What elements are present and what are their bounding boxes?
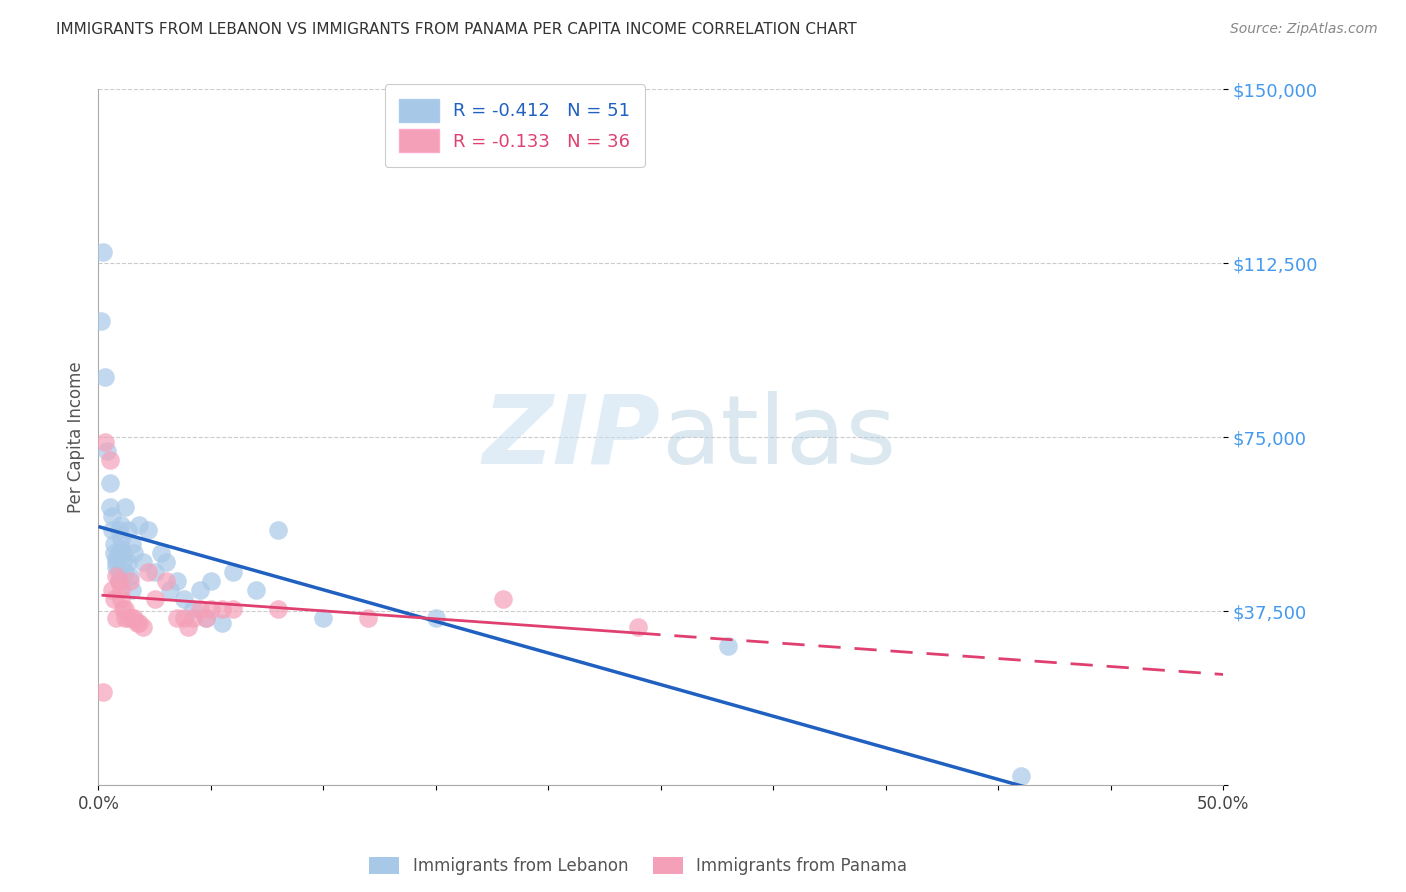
Point xyxy=(627,620,650,634)
Point xyxy=(222,565,245,579)
Point xyxy=(98,500,121,514)
Point xyxy=(188,583,211,598)
Point xyxy=(103,537,125,551)
Point xyxy=(107,565,129,579)
Point xyxy=(166,611,188,625)
Point xyxy=(155,555,177,569)
Point xyxy=(90,314,112,328)
Point xyxy=(121,537,143,551)
Point xyxy=(143,592,166,607)
Point xyxy=(188,601,211,615)
Point xyxy=(101,508,124,523)
Point xyxy=(177,620,200,634)
Point xyxy=(222,601,245,615)
Point xyxy=(1010,769,1032,783)
Point xyxy=(114,601,136,615)
Point xyxy=(155,574,177,588)
Point xyxy=(200,601,222,615)
Point xyxy=(211,615,233,630)
Point xyxy=(101,583,124,598)
Point xyxy=(166,574,188,588)
Point xyxy=(159,583,181,598)
Point xyxy=(425,611,447,625)
Text: IMMIGRANTS FROM LEBANON VS IMMIGRANTS FROM PANAMA PER CAPITA INCOME CORRELATION : IMMIGRANTS FROM LEBANON VS IMMIGRANTS FR… xyxy=(56,22,858,37)
Point xyxy=(105,560,128,574)
Point xyxy=(492,592,515,607)
Point xyxy=(98,453,121,467)
Point xyxy=(117,523,139,537)
Point xyxy=(96,444,118,458)
Point xyxy=(112,555,135,569)
Point xyxy=(267,523,290,537)
Point xyxy=(136,565,159,579)
Point xyxy=(124,611,146,625)
Point xyxy=(107,574,129,588)
Point xyxy=(110,583,132,598)
Text: ZIP: ZIP xyxy=(482,391,661,483)
Point xyxy=(101,523,124,537)
Point xyxy=(114,565,136,579)
Point xyxy=(117,555,139,569)
Legend: Immigrants from Lebanon, Immigrants from Panama: Immigrants from Lebanon, Immigrants from… xyxy=(361,849,915,884)
Point xyxy=(245,583,267,598)
Point xyxy=(114,611,136,625)
Point xyxy=(118,569,141,583)
Point xyxy=(110,518,132,533)
Point xyxy=(110,592,132,607)
Point xyxy=(121,611,143,625)
Point xyxy=(128,518,150,533)
Point xyxy=(357,611,380,625)
Point xyxy=(128,615,150,630)
Point xyxy=(107,546,129,560)
Point xyxy=(103,546,125,560)
Point xyxy=(110,532,132,546)
Point xyxy=(112,546,135,560)
Point xyxy=(110,541,132,556)
Point xyxy=(107,523,129,537)
Point xyxy=(195,611,218,625)
Point xyxy=(114,500,136,514)
Text: atlas: atlas xyxy=(661,391,896,483)
Point xyxy=(136,523,159,537)
Point xyxy=(105,611,128,625)
Y-axis label: Per Capita Income: Per Capita Income xyxy=(66,361,84,513)
Point xyxy=(125,615,148,630)
Point xyxy=(121,583,143,598)
Point xyxy=(107,574,129,588)
Point xyxy=(91,685,114,699)
Point xyxy=(173,611,195,625)
Point xyxy=(312,611,335,625)
Point xyxy=(118,574,141,588)
Point xyxy=(103,592,125,607)
Point xyxy=(91,244,114,259)
Point xyxy=(105,569,128,583)
Point xyxy=(112,601,135,615)
Point xyxy=(105,555,128,569)
Point xyxy=(143,565,166,579)
Point xyxy=(94,434,117,449)
Point xyxy=(717,639,740,653)
Point xyxy=(267,601,290,615)
Point xyxy=(132,555,155,569)
Point xyxy=(211,601,233,615)
Point xyxy=(195,611,218,625)
Point xyxy=(181,611,204,625)
Point xyxy=(181,601,204,615)
Text: Source: ZipAtlas.com: Source: ZipAtlas.com xyxy=(1230,22,1378,37)
Point xyxy=(200,574,222,588)
Point xyxy=(150,546,173,560)
Point xyxy=(117,611,139,625)
Point xyxy=(105,550,128,565)
Point xyxy=(132,620,155,634)
Point xyxy=(124,546,146,560)
Point xyxy=(98,476,121,491)
Point xyxy=(173,592,195,607)
Point xyxy=(94,369,117,384)
